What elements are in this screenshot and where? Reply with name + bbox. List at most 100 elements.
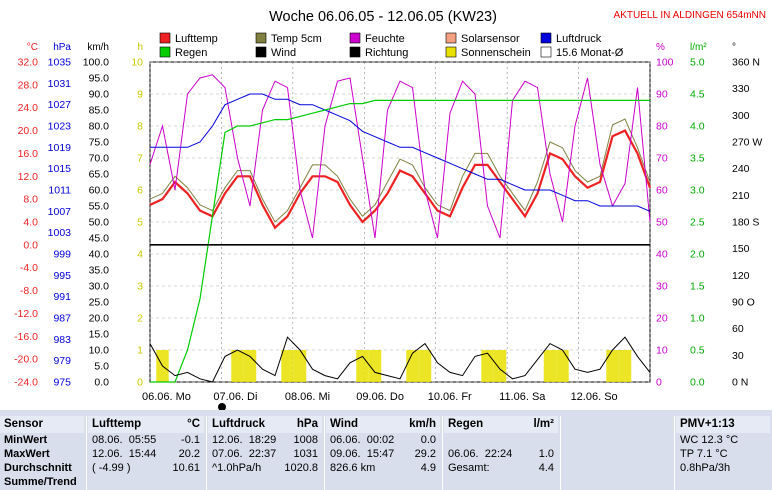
legend-row2-label-0: Regen — [175, 47, 207, 59]
wind-axis-tick: 60.0 — [89, 185, 110, 197]
rain-axis-tick: 5.0 — [690, 57, 705, 69]
stats-label-max: MaxWert — [4, 448, 50, 460]
pressure-axis-tick: 987 — [53, 313, 71, 325]
x-tick-label: 11.06. Sa — [499, 391, 546, 403]
location-badge: AKTUELL IN ALDINGEN 654mNN — [614, 10, 766, 21]
axes: °C32.028.024.020.016.012.08.04.00.0-4.0-… — [14, 42, 762, 411]
wind-axis-tick: 50.0 — [89, 217, 110, 229]
legend-row2-label-2: Richtung — [365, 47, 408, 59]
humidity-axis-tick: 100 — [656, 57, 674, 69]
temp-axis-tick: 24.0 — [18, 102, 39, 114]
sun-axis-unit: h — [137, 42, 143, 53]
humidity-axis-tick: 10 — [656, 345, 668, 357]
legend-row2-swatch-2 — [349, 46, 361, 58]
stats-luftdruck-max: 07.06. 22:37 1031 — [212, 448, 318, 460]
stats-lufttemp-max: 12.06. 15:44 20.2 — [92, 448, 200, 460]
sun-axis-tick: 5 — [137, 217, 143, 229]
humidity-axis-tick: 60 — [656, 185, 668, 197]
legend-row1-label-4: Luftdruck — [556, 33, 602, 45]
direction-axis-tick: 60 — [732, 323, 744, 335]
weather-chart: Woche 06.06.05 - 12.06.05 (KW23) AKTUELL… — [14, 9, 766, 411]
series-luftdruck — [150, 93, 651, 212]
stats-lufttemp-min: 08.06. 05:55 -0.1 — [92, 434, 200, 446]
stats-wind-min: 06.06. 00:02 0.0 — [330, 434, 436, 446]
humidity-axis-tick: 80 — [656, 121, 668, 133]
stats-header-regen: Regen l/m² — [444, 416, 558, 433]
series-regen — [150, 99, 650, 383]
pressure-axis-tick: 1003 — [48, 227, 72, 239]
sun-axis-tick: 4 — [137, 249, 143, 261]
pressure-axis-tick: 983 — [53, 334, 71, 346]
pressure-axis-tick: 1011 — [48, 185, 71, 197]
sun-bar — [418, 350, 432, 382]
pressure-axis-tick: 1027 — [48, 99, 72, 111]
rain-axis-tick: 4.0 — [690, 121, 705, 133]
stats-regen-day: 06.06. 22:24 1.0 — [448, 448, 554, 460]
stats-header-luftdruck: Luftdruck hPa — [208, 416, 322, 433]
x-tick-label: 09.06. Do — [356, 391, 404, 403]
temp-axis-tick: 32.0 — [18, 57, 39, 69]
legend: Lufttemp Temp 5cm Feuchte Solarsensor Luftdr… — [159, 32, 624, 59]
stats-table: Sensor MinWert MaxWert Durchschnitt Summ… — [0, 410, 772, 490]
sun-bar — [493, 350, 507, 382]
rain-axis-tick: 3.0 — [690, 185, 705, 197]
sun-bar — [606, 350, 619, 382]
humidity-axis-tick: 40 — [656, 249, 668, 261]
rain-axis-tick: 2.5 — [690, 217, 705, 229]
humidity-axis-tick: 90 — [656, 89, 668, 101]
legend-row1-label-0: Lufttemp — [175, 33, 218, 45]
stats-col-sensor: Sensor MinWert MaxWert Durchschnitt Summ… — [0, 416, 84, 490]
pressure-axis-tick: 979 — [53, 355, 71, 367]
stats-col-pmv: PMV+1:13 WC 12.3 °C TP 7.1 °C 0.8hPa/3h — [676, 416, 770, 490]
wind-axis-tick: 20.0 — [89, 313, 110, 325]
now-marker — [218, 403, 226, 411]
pressure-axis-unit: hPa — [53, 42, 71, 53]
temp-axis-tick: 12.0 — [18, 171, 39, 183]
wind-axis-tick: 90.0 — [89, 89, 110, 101]
rain-axis-tick: 4.5 — [690, 89, 705, 101]
direction-axis-tick: 360 N — [732, 57, 760, 69]
direction-axis-tick: 30 — [732, 350, 744, 362]
chart-canvas: Woche 06.06.05 - 12.06.05 (KW23) AKTUELL… — [14, 9, 766, 411]
legend-row2-swatch-0 — [159, 46, 171, 58]
temp-axis-unit: °C — [27, 42, 38, 53]
temp-axis-tick: -16.0 — [14, 331, 38, 343]
wind-axis-tick: 15.0 — [89, 329, 110, 341]
legend-row1-label-3: Solarsensor — [461, 33, 520, 45]
sun-axis-tick: 3 — [137, 281, 143, 293]
rain-axis-tick: 3.5 — [690, 153, 705, 165]
stats-col-lufttemp: Lufttemp °C 08.06. 05:55 -0.1 12.06. 15:44… — [88, 416, 204, 490]
direction-axis-tick: 90 O — [732, 297, 755, 309]
rain-axis-unit: l/m² — [690, 42, 707, 53]
legend-row1-label-2: Feuchte — [365, 33, 405, 45]
legend-row2-swatch-3 — [445, 46, 457, 58]
rain-axis-tick: 1.0 — [690, 313, 705, 325]
pressure-axis-tick: 995 — [53, 270, 71, 282]
stats-pmv-wc: WC 12.3 °C — [680, 434, 739, 446]
temp-axis-tick: 0.0 — [23, 239, 38, 251]
stats-col-luftdruck: Luftdruck hPa 12.06. 18:29 1008 07.06. 22:… — [208, 416, 322, 490]
humidity-axis-tick: 50 — [656, 217, 668, 229]
x-tick-label: 06.06. Mo — [142, 391, 191, 403]
pressure-axis-tick: 991 — [53, 291, 71, 303]
stats-wind-max: 09.06. 15:47 29.2 — [330, 448, 436, 460]
stats-header-sensor: Sensor — [0, 416, 84, 433]
humidity-axis-tick: 30 — [656, 281, 668, 293]
stats-wind-avg: 826.6 km 4.9 — [330, 462, 436, 474]
humidity-axis-tick: 70 — [656, 153, 668, 165]
pressure-axis-tick: 1007 — [48, 206, 72, 218]
wind-axis-tick: 30.0 — [89, 281, 110, 293]
direction-axis-tick: 180 S — [732, 217, 759, 229]
x-tick-label: 10.06. Fr — [428, 391, 472, 403]
stats-regen-max — [444, 433, 558, 447]
legend-row1-swatch-3 — [445, 32, 457, 44]
stats-regen-total: Gesamt: 4.4 — [448, 462, 554, 474]
series-lufttemp — [149, 129, 652, 230]
sun-axis-tick: 7 — [137, 153, 143, 165]
temp-axis-tick: 16.0 — [18, 148, 39, 160]
sun-bar — [243, 350, 257, 382]
rain-axis-tick: 2.0 — [690, 249, 705, 261]
temp-axis-tick: 8.0 — [23, 194, 38, 206]
stats-label-avg: Durchschnitt — [4, 462, 72, 474]
direction-axis-tick: 210 — [732, 190, 750, 202]
